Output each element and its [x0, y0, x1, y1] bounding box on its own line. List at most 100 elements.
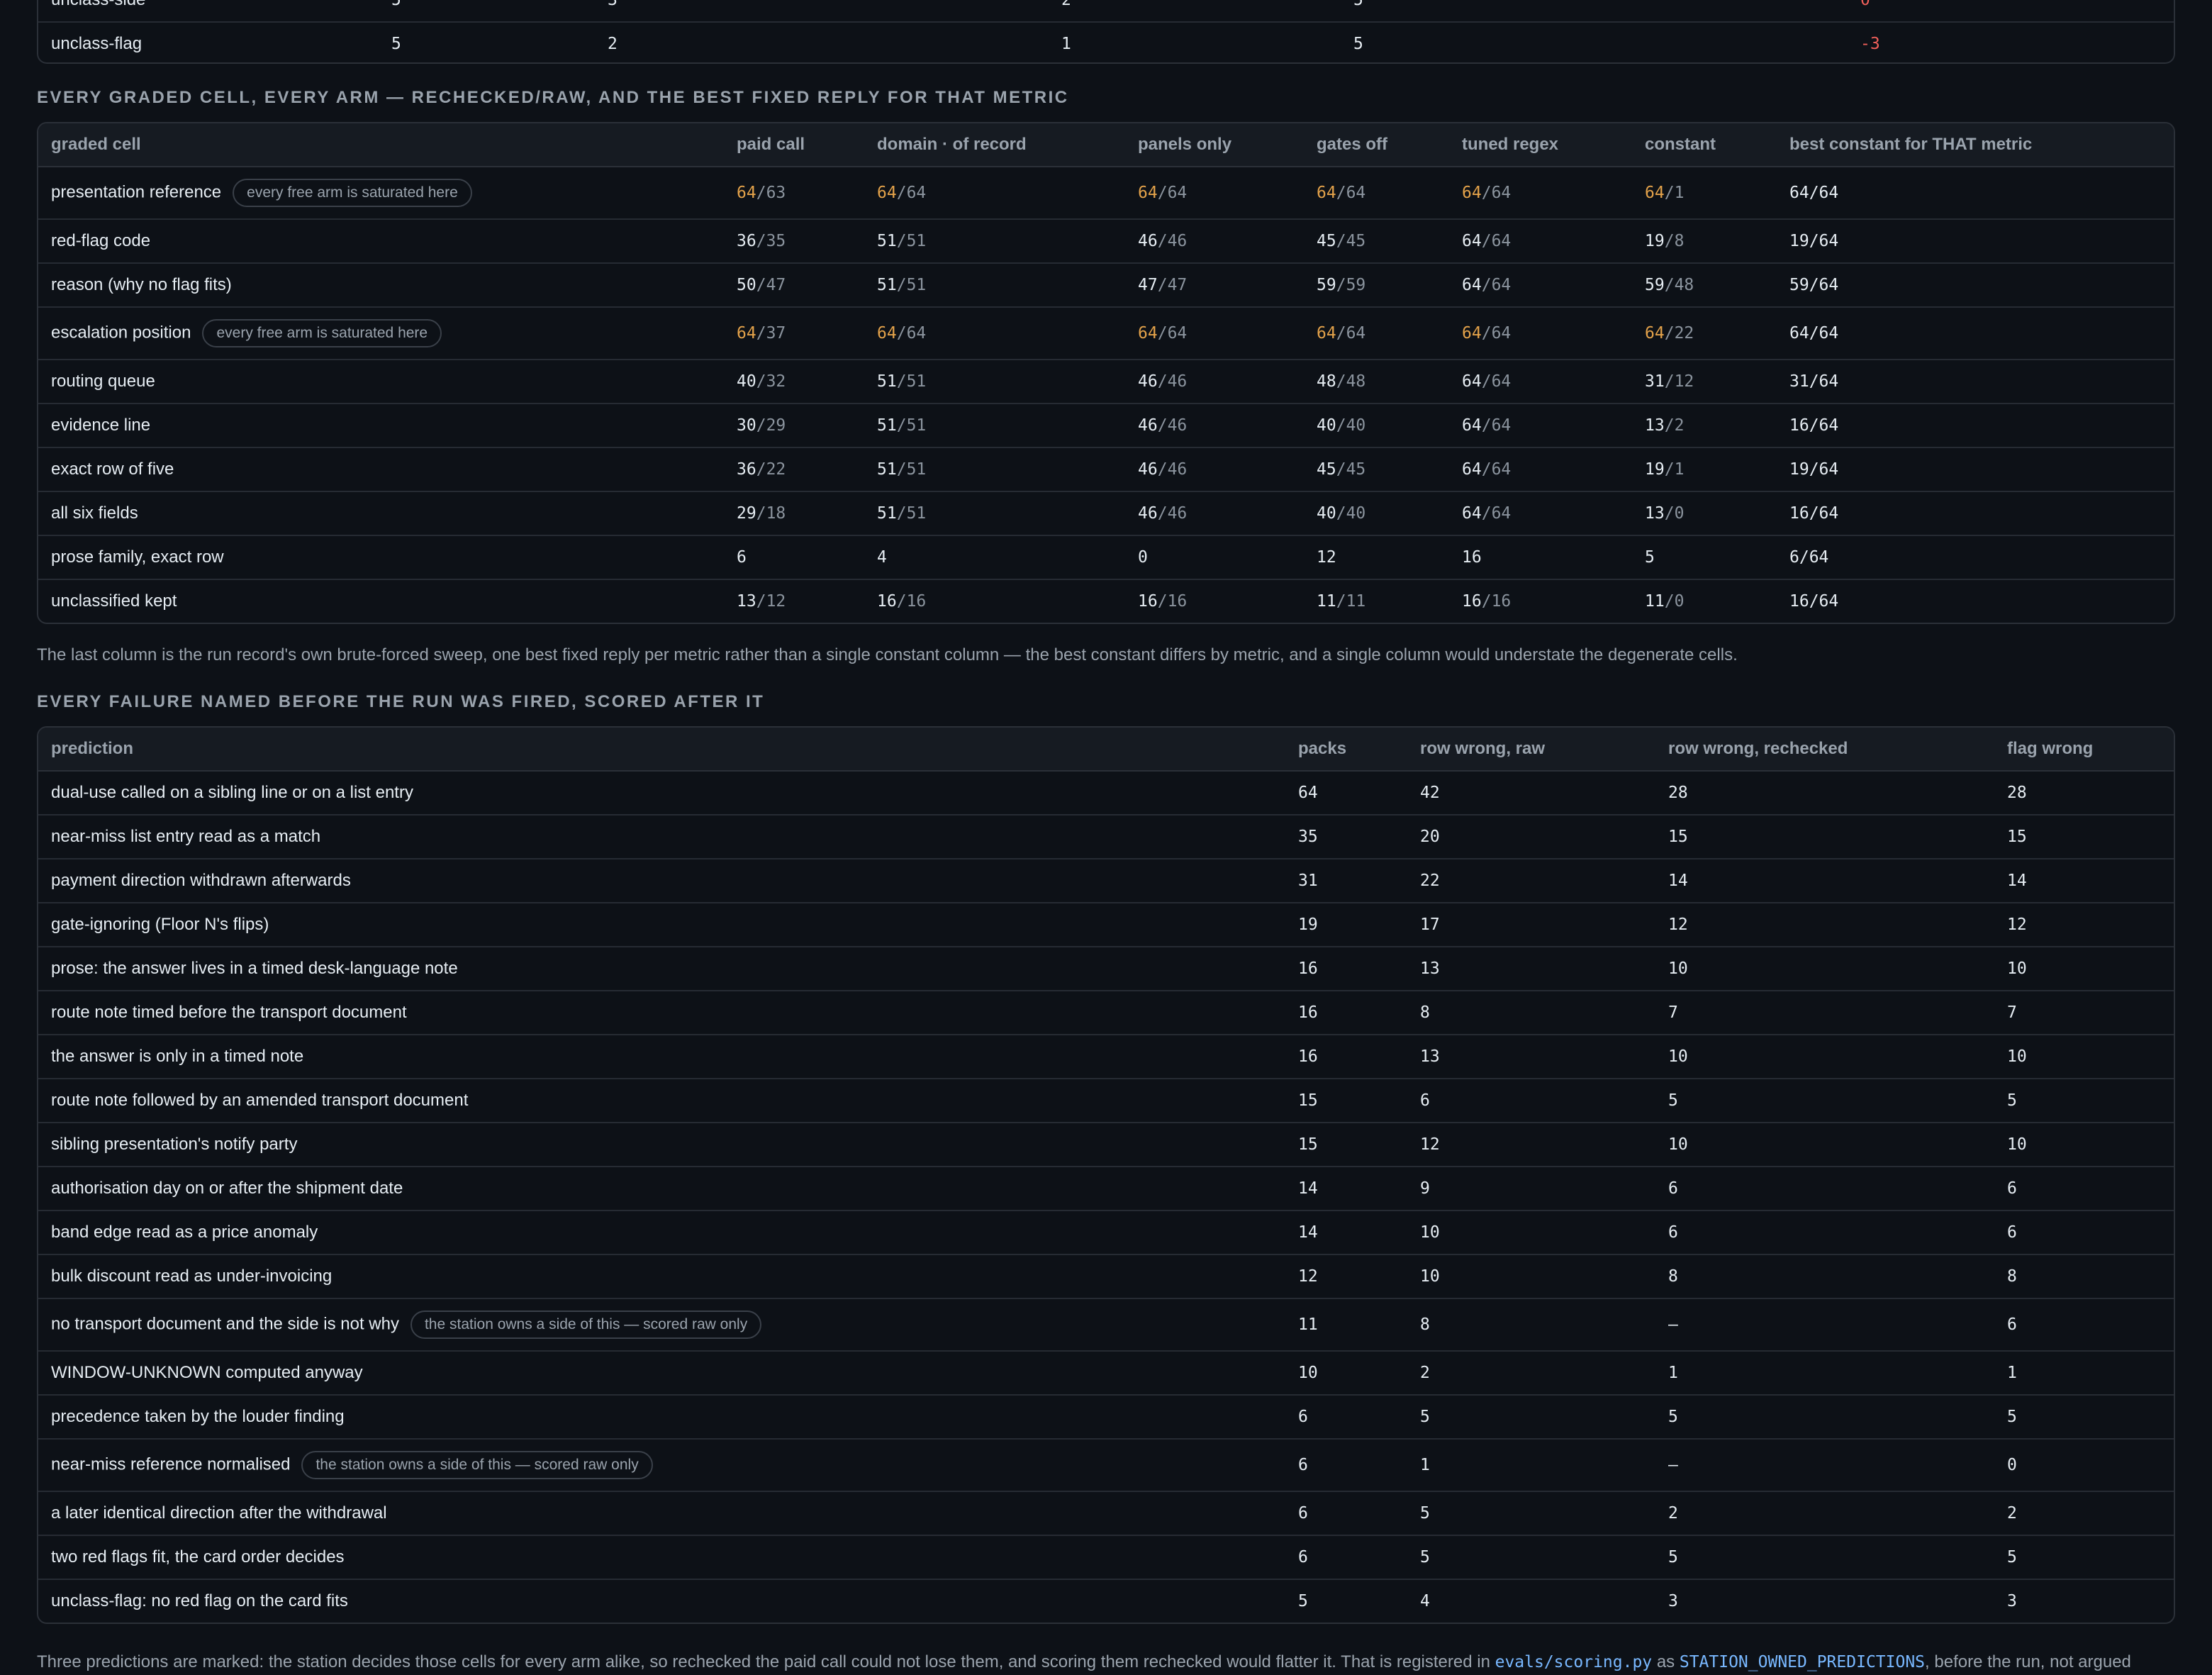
score-raw-value: 16: [1167, 592, 1188, 611]
score-rechecked: 13: [737, 592, 756, 611]
score-rechecked: 45: [1317, 460, 1336, 479]
slash: /: [1157, 276, 1168, 294]
score-raw: /16: [1158, 592, 1188, 611]
prediction-label: sibling presentation's notify party: [38, 1122, 1285, 1167]
count-cell: 10: [1655, 946, 1994, 991]
column-header: gates off: [1304, 123, 1449, 167]
row-label: unclassified kept: [38, 579, 724, 623]
row-label-text: routing queue: [51, 372, 155, 391]
score-rechecked: 64: [1462, 232, 1482, 250]
score-rechecked: 51: [877, 276, 897, 294]
count-cell: 8: [1407, 1298, 1655, 1351]
score-raw-value: 51: [906, 416, 927, 435]
slash: /: [1157, 372, 1168, 391]
column-header: graded cell: [38, 123, 724, 167]
score-raw: /51: [897, 276, 927, 294]
column-header: row wrong, rechecked: [1655, 728, 1994, 772]
score-raw-value: 8: [1674, 232, 1685, 250]
row-label-text: all six fields: [51, 503, 138, 523]
score-cell: 40/40: [1304, 491, 1449, 535]
count-cell: 6: [1994, 1298, 2174, 1351]
prediction-label: route note followed by an amended transp…: [38, 1078, 1285, 1123]
score-raw-value: 64: [1167, 184, 1188, 202]
score-rechecked: 40: [1317, 416, 1336, 435]
column-header: best constant for THAT metric: [1777, 123, 2174, 167]
score-cell: 64/64: [1304, 306, 1449, 360]
slash: /: [1481, 372, 1492, 391]
score-cell: 16/64: [1777, 491, 2174, 535]
score-rechecked: 64/64: [1789, 184, 1839, 202]
prediction-text: two red flags fit, the card order decide…: [51, 1547, 345, 1567]
score-raw-value: 64: [1491, 460, 1512, 479]
count-cell: 15: [1994, 814, 2174, 859]
slash: /: [1336, 324, 1346, 343]
score-cell: 4: [864, 535, 1125, 579]
count-cell: 13: [1407, 1034, 1655, 1079]
cell-value: 5: [1353, 0, 1363, 9]
count-cell: 10: [1994, 946, 2174, 991]
slash: /: [896, 324, 907, 343]
table-row: WINDOW-UNKNOWN computed anyway 10 2 1 1: [38, 1350, 2174, 1395]
count-cell: 14: [1994, 858, 2174, 903]
score-rechecked: 64: [1462, 416, 1482, 435]
cell-delta: -3: [1848, 21, 2174, 62]
slash: /: [756, 416, 766, 435]
slash: /: [1157, 324, 1168, 343]
score-rechecked: 59/64: [1789, 276, 1839, 294]
score-rechecked: 64: [1462, 184, 1482, 202]
score-rechecked: 16: [1462, 548, 1482, 567]
slash: /: [1157, 232, 1168, 250]
score-raw: /64: [1158, 184, 1188, 202]
count-cell: 15: [1285, 1122, 1407, 1167]
slash: /: [756, 184, 766, 202]
score-raw: /1: [1665, 460, 1685, 479]
slash: /: [1664, 184, 1675, 202]
score-raw: /63: [756, 184, 786, 202]
table-row: near-miss list entry read as a match 35 20…: [38, 814, 2174, 859]
score-rechecked: 51: [877, 372, 897, 391]
prediction-text: no transport document and the side is no…: [51, 1314, 399, 1334]
score-cell: 6/64: [1777, 535, 2174, 579]
score-raw-value: 64: [1491, 232, 1512, 250]
table-row: red-flag code 36/35 51/51 46/46 45/45 64/64 19…: [38, 218, 2174, 263]
table-row: unclassified kept 13/12 16/16 16/16 11/11 16/…: [38, 579, 2174, 623]
prediction-text: sibling presentation's notify party: [51, 1135, 298, 1154]
count-cell: 16: [1285, 990, 1407, 1035]
score-raw-value: 64: [1346, 324, 1366, 343]
count-cell: 10: [1407, 1254, 1655, 1298]
score-raw-value: 64: [1491, 324, 1512, 343]
count-cell: —: [1655, 1298, 1994, 1351]
table-row: route note timed before the transport do…: [38, 990, 2174, 1035]
table-row: unclass-flag 5 2 1 5 -3: [38, 21, 2174, 62]
cell-value: 5: [391, 0, 401, 9]
score-cell: 19/1: [1632, 447, 1777, 491]
score-cell: 16/16: [864, 579, 1125, 623]
count-cell: 10: [1994, 1034, 2174, 1079]
slash: /: [1336, 504, 1346, 523]
count-cell: 9: [1407, 1166, 1655, 1211]
score-cell: 51/51: [864, 447, 1125, 491]
score-raw: /48: [1665, 276, 1694, 294]
table-row: near-miss reference normalised the statio…: [38, 1438, 2174, 1491]
count-cell: 5: [1994, 1394, 2174, 1439]
score-cell: 64/1: [1632, 167, 1777, 219]
score-rechecked: 45: [1317, 232, 1336, 250]
table-row: evidence line 30/29 51/51 46/46 40/40 64/64 13…: [38, 403, 2174, 447]
cell-value: 2: [595, 21, 1049, 62]
slash: /: [1157, 416, 1168, 435]
score-rechecked: 40: [737, 372, 756, 391]
score-cell: 40/32: [724, 359, 864, 404]
score-raw: /37: [756, 324, 786, 343]
slash: /: [1481, 592, 1492, 611]
score-raw-value: 16: [1491, 592, 1512, 611]
score-raw: /46: [1158, 504, 1188, 523]
prediction-label: prose: the answer lives in a timed desk-…: [38, 946, 1285, 991]
score-raw: /46: [1158, 416, 1188, 435]
table-row: precedence taken by the louder finding 6 5…: [38, 1394, 2174, 1439]
count-cell: 5: [1407, 1535, 1655, 1579]
score-raw-value: 37: [766, 324, 786, 343]
count-cell: 2: [1655, 1491, 1994, 1535]
score-raw-value: 63: [766, 184, 786, 202]
slash: /: [756, 232, 766, 250]
score-cell: 46/46: [1125, 359, 1304, 404]
